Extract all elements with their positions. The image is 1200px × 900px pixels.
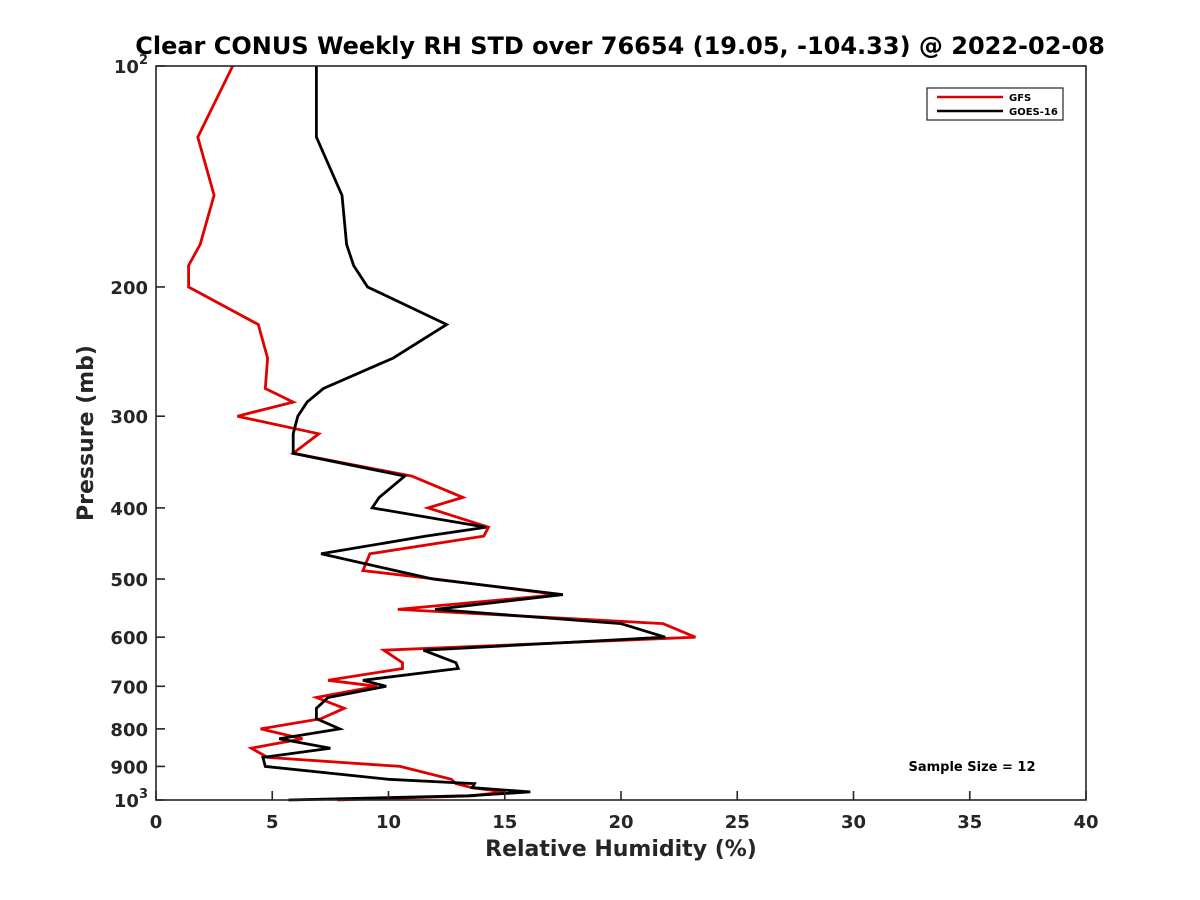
y-tick-label: 500 [110, 570, 148, 591]
y-tick-label: 200 [110, 278, 148, 299]
legend: GFS GOES-16 [926, 87, 1064, 121]
x-tick-label: 35 [957, 812, 982, 833]
series-line-goes-16 [261, 66, 666, 802]
y-tick-exponent: 2 [139, 53, 148, 68]
x-axis-label: Relative Humidity (%) [485, 837, 757, 862]
sample-size-annotation: Sample Size = 12 [908, 760, 1035, 775]
y-tick-exponent: 3 [139, 787, 148, 802]
x-tick-label: 30 [841, 812, 866, 833]
series-layer [187, 65, 696, 802]
x-tick-label: 15 [492, 812, 517, 833]
x-tick-label: 20 [608, 812, 633, 833]
y-tick-label: 300 [110, 407, 148, 428]
y-tick-label: 900 [110, 757, 148, 778]
x-axis-ticks: 0 5 10 15 20 25 30 35 40 [150, 791, 1099, 833]
y-tick-label: 800 [110, 720, 148, 741]
legend-label-gfs: GFS [1009, 93, 1031, 104]
y-tick-label: 700 [110, 677, 148, 698]
x-tick-label: 0 [150, 812, 163, 833]
chart-title: Clear CONUS Weekly RH STD over 76654 (19… [135, 32, 1105, 60]
y-tick-label: 102 [114, 53, 148, 78]
y-tick-label: 600 [110, 628, 148, 649]
x-tick-label: 5 [266, 812, 279, 833]
legend-box [926, 87, 1064, 121]
y-tick-label: 400 [110, 499, 148, 520]
x-tick-label: 10 [376, 812, 401, 833]
legend-label-goes-16: GOES-16 [1009, 107, 1058, 118]
x-tick-label: 40 [1073, 812, 1098, 833]
y-axis-label: Pressure (mb) [74, 345, 99, 521]
x-tick-label: 25 [725, 812, 750, 833]
